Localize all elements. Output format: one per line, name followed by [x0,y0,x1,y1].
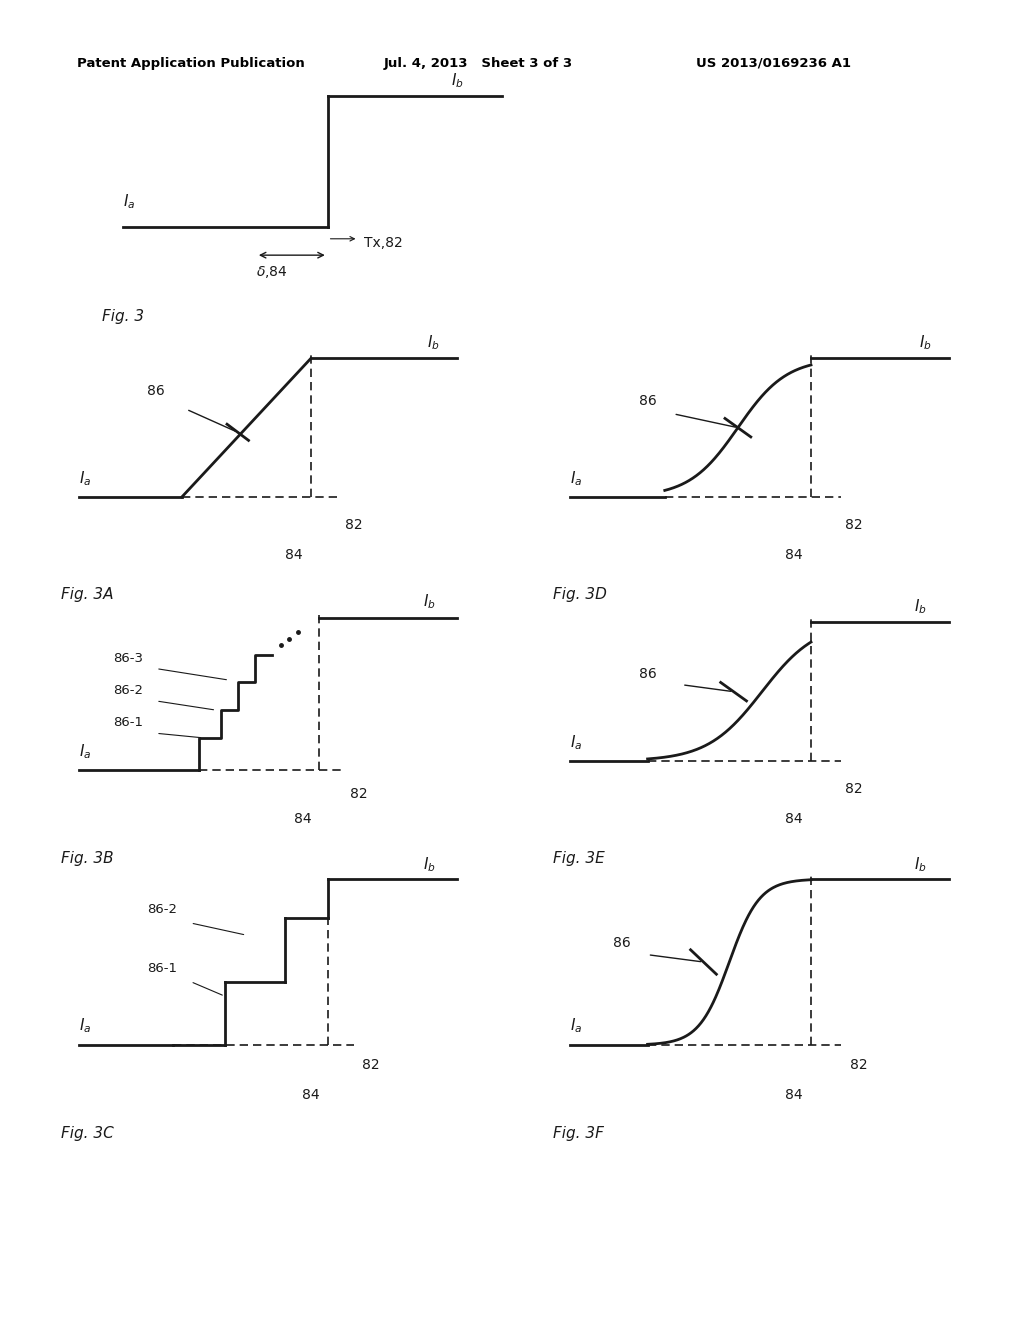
Text: 86: 86 [639,393,656,408]
Text: 82: 82 [345,519,362,532]
Text: $I_b$: $I_b$ [919,333,931,351]
Text: 84: 84 [785,548,803,562]
Text: 84: 84 [785,1088,803,1102]
Text: US 2013/0169236 A1: US 2013/0169236 A1 [696,57,851,70]
Text: $I_a$: $I_a$ [79,742,91,762]
Text: 84: 84 [285,548,303,562]
Text: 84: 84 [294,812,311,826]
Text: 84: 84 [785,812,803,826]
Text: Fig. 3C: Fig. 3C [61,1126,115,1140]
Text: $I_b$: $I_b$ [451,71,463,90]
Text: 86-1: 86-1 [113,717,143,730]
Text: $I_b$: $I_b$ [914,855,927,874]
Text: 82: 82 [846,783,863,796]
Text: 86-1: 86-1 [147,962,177,974]
Text: Patent Application Publication: Patent Application Publication [77,57,304,70]
Text: $I_b$: $I_b$ [914,597,927,615]
Text: $I_a$: $I_a$ [123,191,135,211]
Text: Fig. 3F: Fig. 3F [553,1126,604,1140]
Text: $I_a$: $I_a$ [570,1016,583,1035]
Text: Tx,82: Tx,82 [364,236,402,249]
Text: 86: 86 [147,384,165,399]
Text: 84: 84 [302,1088,319,1102]
Text: $I_b$: $I_b$ [423,593,435,611]
Text: $I_a$: $I_a$ [570,469,583,488]
Text: Fig. 3B: Fig. 3B [61,850,114,866]
Text: 82: 82 [850,1059,867,1072]
Text: $I_a$: $I_a$ [570,733,583,752]
Text: $I_b$: $I_b$ [423,855,435,874]
Text: $I_a$: $I_a$ [79,469,91,488]
Text: Fig. 3A: Fig. 3A [61,586,114,602]
Text: 86-2: 86-2 [113,684,143,697]
Text: Fig. 3: Fig. 3 [102,309,144,323]
Text: $I_a$: $I_a$ [79,1016,91,1035]
Text: $I_b$: $I_b$ [427,333,439,351]
Text: 82: 82 [349,787,368,801]
Text: $\delta$,84: $\delta$,84 [256,264,288,280]
Text: Jul. 4, 2013   Sheet 3 of 3: Jul. 4, 2013 Sheet 3 of 3 [384,57,573,70]
Text: 82: 82 [846,519,863,532]
Text: 86: 86 [639,667,656,681]
Text: Fig. 3E: Fig. 3E [553,850,605,866]
Text: 82: 82 [362,1059,380,1072]
Text: 86-2: 86-2 [147,903,177,916]
Text: 86-3: 86-3 [113,652,143,665]
Text: Fig. 3D: Fig. 3D [553,586,607,602]
Text: 86: 86 [613,936,631,950]
